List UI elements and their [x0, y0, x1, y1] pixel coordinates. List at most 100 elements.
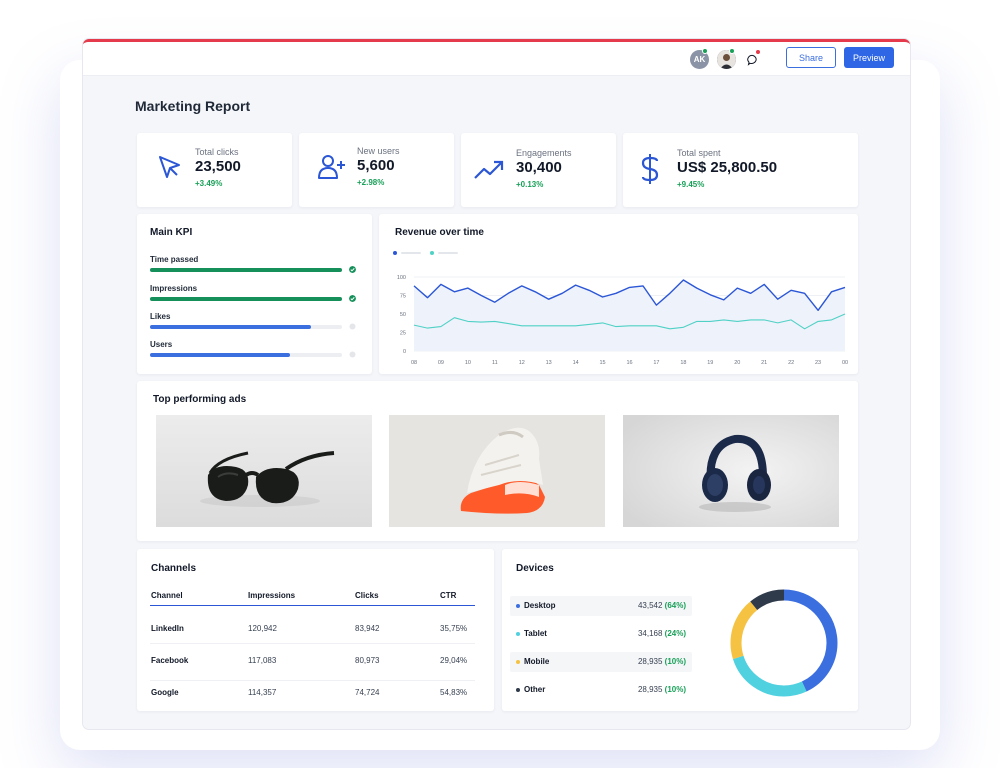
- stat-card-total-clicks: Total clicks 23,500 +3.49%: [137, 133, 292, 207]
- check-circle: [349, 266, 356, 273]
- devices-card: Devices Desktop 43,542 (64%) Tablet 34,1…: [502, 549, 858, 711]
- kpi-label: Users: [150, 340, 173, 349]
- y-tick-label: 100: [397, 275, 406, 281]
- legend-label-placeholder: [438, 252, 458, 254]
- stat-delta: +2.98%: [357, 178, 385, 187]
- kpi-progress-bar: [150, 297, 342, 301]
- device-value-wrap: 43,542 (64%): [638, 601, 686, 610]
- impressions-cell: 117,083: [248, 656, 277, 665]
- top-bar: AK Share Preview: [83, 42, 910, 76]
- check-mark: [350, 268, 355, 272]
- stat-label: Total clicks: [195, 147, 239, 157]
- impressions-cell: 120,942: [248, 624, 277, 633]
- y-tick-label: 50: [400, 312, 406, 318]
- x-tick-label: 15: [600, 360, 606, 366]
- x-tick-label: 20: [734, 360, 740, 366]
- pending-dot-icon: [349, 351, 356, 358]
- header-divider: [150, 605, 475, 606]
- device-row-other[interactable]: Other 28,935 (10%): [510, 680, 692, 700]
- legend-dot: [516, 632, 520, 636]
- check-icon: [349, 266, 356, 273]
- revenue-line-chart: 0 25 50 75 100 08 09 10 11 12 13 14 15 16 17 18 19 20 21 22…: [393, 251, 848, 366]
- channels-card: Channels Channel Impressions Clicks CTR …: [137, 549, 494, 711]
- series-line-1: [413, 279, 846, 311]
- kpi-label: Impressions: [150, 284, 198, 293]
- dollar-icon: [641, 154, 659, 184]
- device-row-mobile[interactable]: Mobile 28,935 (10%): [510, 652, 692, 672]
- legend-dot: [516, 604, 520, 608]
- stat-value: 30,400: [516, 159, 562, 176]
- trending-up-icon: [474, 160, 504, 179]
- top-ads-card: Top performing ads: [137, 381, 858, 541]
- stat-label: Engagements: [516, 148, 572, 158]
- avatar-initials: AK: [693, 55, 706, 64]
- series-line-2: [413, 313, 846, 330]
- donut-slice-other[interactable]: [730, 589, 838, 697]
- kpi-progress-fill: [150, 325, 312, 329]
- legend-dot: [516, 688, 520, 692]
- ad-headphones[interactable]: [623, 415, 839, 527]
- x-tick-label: 17: [653, 360, 659, 366]
- kpi-progress-fill: [150, 268, 342, 272]
- channel-cell: Google: [151, 688, 179, 697]
- legend-label-placeholder: [401, 252, 421, 254]
- legend-dot: [430, 251, 434, 255]
- device-value-wrap: 28,935 (10%): [638, 685, 686, 694]
- clicks-cell: 80,973: [355, 656, 380, 665]
- sunglasses-image: [156, 415, 372, 527]
- y-tick-label: 75: [400, 294, 406, 300]
- x-tick-label: 22: [788, 360, 794, 366]
- kpi-progress-bar: [150, 268, 342, 272]
- online-status-dot: [702, 48, 708, 54]
- stat-delta: +9.45%: [677, 180, 705, 189]
- main-kpi-card: Main KPI Time passed Impressions Likes U…: [137, 214, 372, 374]
- device-name: Tablet: [524, 629, 547, 638]
- column-header[interactable]: Channel: [151, 591, 183, 600]
- donut-slice-mobile[interactable]: [730, 589, 838, 697]
- page-title: Marketing Report: [135, 98, 251, 114]
- card-title: Main KPI: [150, 227, 193, 238]
- stat-value: 5,600: [357, 157, 395, 174]
- device-row-tablet[interactable]: Tablet 34,168 (24%): [510, 624, 692, 644]
- donut-slice-tablet[interactable]: [730, 589, 838, 697]
- device-name: Other: [524, 685, 546, 694]
- column-header[interactable]: Impressions: [248, 591, 296, 600]
- stat-card-total-spent: Total spent US$ 25,800.50 +9.45%: [623, 133, 858, 207]
- cursor-icon: [159, 156, 180, 178]
- ad-sunglasses[interactable]: [156, 415, 372, 527]
- add-user-icon: [318, 155, 345, 179]
- chat-icon: [746, 54, 757, 66]
- card-title: Revenue over time: [395, 227, 484, 238]
- device-value: 34,168: [637, 629, 663, 638]
- device-percent: (10%): [664, 685, 686, 694]
- impressions-cell: 114,357: [248, 688, 277, 697]
- stat-label: New users: [357, 146, 400, 156]
- kpi-progress-bar: [150, 353, 342, 357]
- devices-donut-chart: [730, 589, 838, 697]
- avatar[interactable]: AK: [690, 48, 709, 69]
- channel-cell: Facebook: [151, 656, 189, 665]
- channel-cell: LinkedIn: [151, 624, 184, 633]
- x-tick-label: 16: [626, 360, 632, 366]
- y-tick-label: 25: [400, 331, 406, 337]
- comments-button[interactable]: [743, 49, 762, 69]
- column-header[interactable]: Clicks: [355, 591, 379, 600]
- stat-card-engagements: Engagements 30,400 +0.13%: [461, 133, 616, 207]
- avatar-photo[interactable]: [717, 50, 736, 69]
- stat-delta: +0.13%: [516, 180, 544, 189]
- column-header[interactable]: CTR: [440, 591, 457, 600]
- pending-circle: [349, 323, 356, 330]
- x-tick-label: 23: [815, 360, 821, 366]
- headphones-image: [623, 415, 839, 527]
- device-percent: (24%): [664, 629, 686, 638]
- kpi-progress-fill: [150, 297, 342, 301]
- stat-card-new-users: New users 5,600 +2.98%: [299, 133, 454, 207]
- device-row-desktop[interactable]: Desktop 43,542 (64%): [510, 596, 692, 616]
- preview-button[interactable]: Preview: [844, 47, 894, 68]
- ad-sneaker[interactable]: [389, 415, 605, 527]
- ctr-cell: 54,83%: [440, 688, 468, 697]
- share-button[interactable]: Share: [786, 47, 836, 68]
- kpi-progress-bar: [150, 325, 342, 329]
- ctr-cell: 35,75%: [440, 624, 468, 633]
- kpi-label: Likes: [150, 312, 171, 321]
